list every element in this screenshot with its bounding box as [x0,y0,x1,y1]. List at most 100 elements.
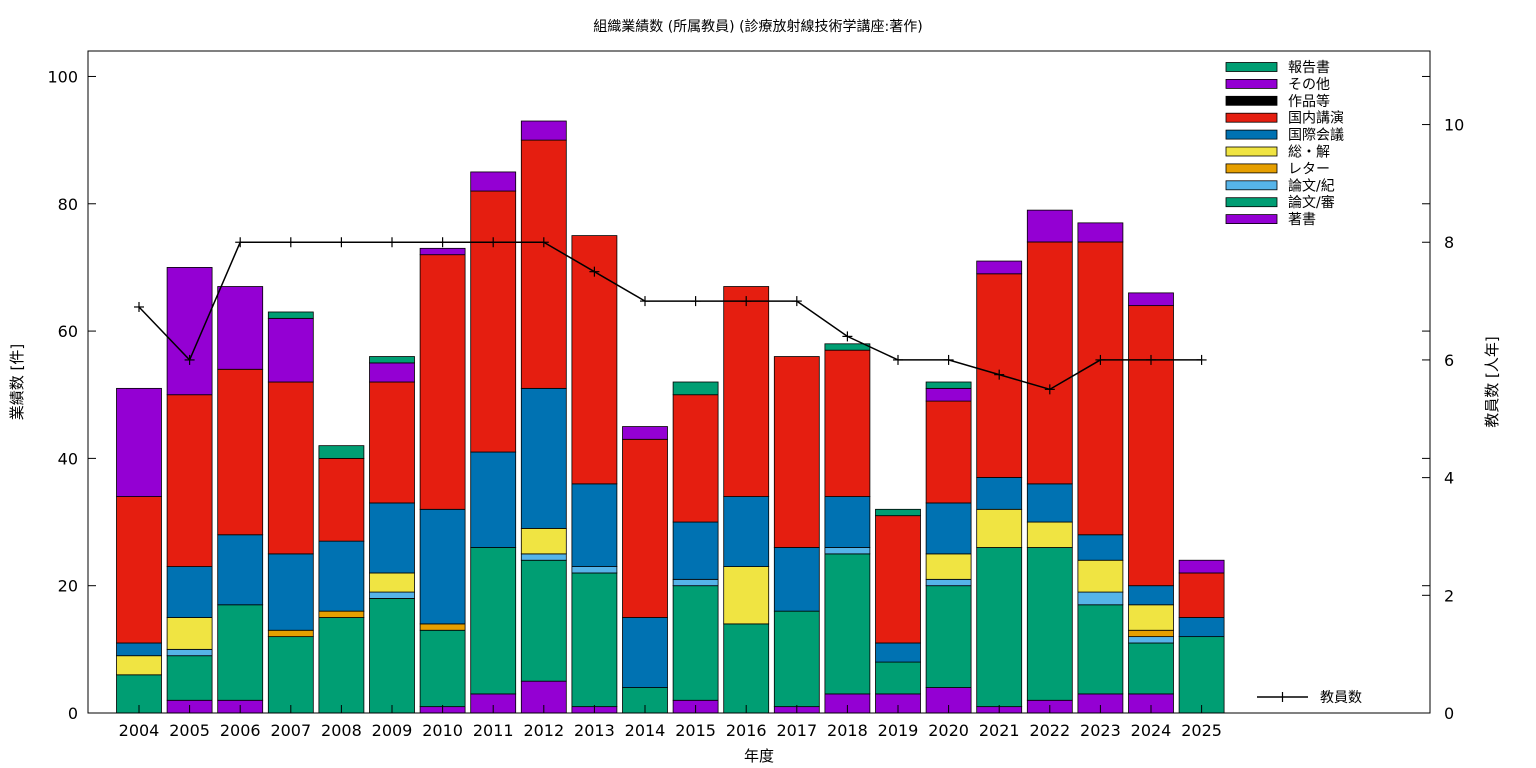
legend-label: 報告書 [1288,60,1330,76]
y2-tick-label: 4 [1444,469,1454,488]
bar-segment [318,617,365,714]
y-tick-label: 0 [68,704,78,723]
bar-segment [875,642,921,663]
legend-swatch [1225,95,1278,106]
bar-segment [369,502,415,574]
y-tick-label: 20 [58,577,78,596]
bar-segment [1077,241,1124,536]
bar-segment [773,610,820,708]
legend-label: 論文/紀 [1288,178,1335,194]
line-series [138,241,1202,391]
legend-line-label: 教員数 [1320,690,1362,706]
y2-tick-label: 0 [1444,704,1454,723]
y2-tick-label: 8 [1444,233,1454,252]
bar-segment [1128,604,1174,631]
bar-segment [925,578,972,587]
bar-segment [875,661,921,695]
bar-segment [520,528,567,555]
bar-segment [419,247,466,256]
bar-segment [318,540,365,612]
bar-segment [1077,534,1124,561]
legend-swatch [1225,214,1278,225]
bar-segment [318,610,365,618]
bar-segment [672,578,719,587]
bar-segment [976,547,1023,708]
x-tick-label: 2011 [473,721,514,740]
legend-swatch [1225,180,1278,191]
bar-segment [672,381,719,396]
bar-segment [217,534,264,606]
legend-label: 国際会議 [1288,127,1344,144]
bar-segment [419,623,466,631]
bar-segment [267,629,314,638]
bar-segment [1077,222,1124,243]
y2-tick-label: 2 [1444,586,1454,605]
bar-segment [773,547,820,612]
legend-swatch [1225,112,1278,123]
axes-layer: 0 20 40 60 80 100 0 2 4 6 8 10 2004 2005 2006 2007 2008 2… [47,67,1464,740]
bar-segment [318,457,365,542]
bar-segment [1026,483,1073,523]
bar-segment [976,260,1023,275]
legend-label: その他 [1288,77,1330,93]
bar-segment [520,553,567,561]
bar-segment [1026,241,1073,485]
bar-segment [1077,591,1124,606]
bar-segment [1077,604,1124,695]
plot-frame [87,50,1431,714]
x-tick-label: 2015 [675,721,716,740]
bar-segment [520,139,567,389]
x-tick-label: 2014 [625,721,666,740]
x-tick-label: 2007 [270,721,311,740]
x-tick-label: 2005 [169,721,210,740]
bar-segment [875,515,921,644]
bar-segment [369,598,415,714]
x-axis-label: 年度 [744,747,774,765]
bar-segment [976,508,1023,548]
legend-swatch [1225,62,1278,72]
bar-segment [1077,559,1124,593]
bar-segment [571,566,618,574]
bar-segment [318,445,365,459]
legend-swatch [1225,79,1278,89]
y-tick-label: 100 [47,67,78,86]
legend-swatch [1225,129,1278,140]
bar-segment [824,343,871,351]
bar-segment [925,585,972,688]
bar-segment [571,235,618,485]
bar-segment [622,426,668,440]
bar-segment [723,496,770,567]
bar-segment [723,286,770,497]
bar-segment [571,572,618,708]
bar-segment [773,356,820,548]
bar-segment [369,591,415,599]
bar-segment [925,387,972,402]
bar-segment [925,553,972,580]
bar-segment [571,483,618,567]
bar-segment [1128,629,1174,638]
legend-label: 総・解 [1288,145,1330,161]
bar-segment [166,566,213,618]
bar-segment [116,642,162,657]
bar-segment [925,381,972,389]
legend-label: 論文/審 [1288,195,1335,211]
x-tick-label: 2024 [1131,721,1172,740]
x-tick-label: 2019 [878,721,919,740]
x-tick-label: 2010 [422,721,463,740]
bar-segment [672,585,719,701]
bar-segment [1178,617,1225,638]
bar-segment [267,553,314,631]
y-tick-label: 40 [58,449,78,468]
bar-segment [925,400,972,504]
bar-segment [622,617,668,688]
bar-segment [116,387,162,497]
bar-segment [622,438,668,618]
legend-swatch [1225,146,1278,157]
bar-segment [166,617,213,650]
bar-segment [419,254,466,510]
bar-segment [166,655,213,701]
bar-segment [520,387,567,529]
bar-segment [267,311,314,319]
chart-title: 組織業績数 (所属教員) (診療放射線技術学講座:著作) [593,18,922,35]
